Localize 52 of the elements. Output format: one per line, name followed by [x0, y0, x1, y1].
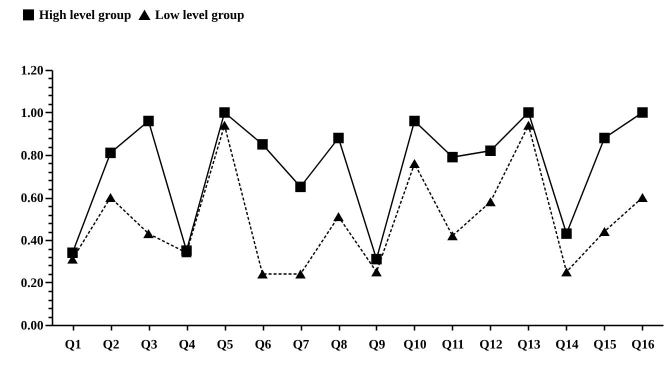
y-tick-label: 0.00	[20, 318, 44, 332]
point	[219, 120, 230, 130]
point	[143, 116, 154, 126]
x-tick-label: Q4	[178, 336, 196, 352]
point	[143, 229, 154, 238]
y-tick-label: 1.00	[20, 105, 44, 120]
point	[219, 107, 230, 118]
x-tick-label: Q15	[593, 336, 618, 352]
x-tick-label: Q14	[555, 336, 580, 352]
point	[295, 182, 306, 192]
x-tick-label: Q1	[64, 336, 82, 352]
point	[409, 158, 420, 168]
point	[333, 212, 344, 222]
point	[561, 267, 572, 276]
x-tick-label: Q12	[479, 336, 503, 352]
x-tick-label: Q9	[368, 336, 386, 352]
x-tick-label: Q16	[631, 336, 656, 352]
point	[409, 116, 420, 126]
point	[105, 192, 116, 202]
x-tick-label: Q13	[517, 336, 542, 352]
point	[333, 132, 344, 144]
x-tick-label: Q7	[292, 336, 310, 352]
point	[523, 107, 534, 118]
point	[447, 231, 458, 240]
y-tick-label: 0.20	[20, 275, 44, 290]
legend-label: Low level group	[155, 7, 244, 22]
x-tick-label: Q6	[254, 336, 272, 352]
y-tick-label: 0.80	[20, 148, 44, 162]
point	[485, 146, 496, 156]
x-tick-label: Q3	[140, 336, 158, 352]
point	[447, 152, 458, 162]
point	[485, 197, 496, 206]
x-tick-label: Q8	[330, 336, 348, 352]
x-tick-label: Q2	[102, 336, 120, 352]
point	[599, 226, 610, 236]
point	[257, 139, 268, 150]
point	[523, 120, 534, 130]
point	[295, 269, 306, 279]
y-tick-label: 0.40	[20, 232, 44, 248]
point	[105, 148, 116, 158]
point	[561, 228, 572, 239]
x-tick-label: Q11	[442, 336, 464, 352]
x-tick-label: Q10	[403, 336, 427, 352]
point	[599, 132, 610, 144]
x-tick-label: Q5	[216, 336, 234, 352]
y-tick-label: 1.20	[20, 62, 44, 78]
point	[637, 192, 648, 202]
point	[637, 107, 648, 118]
legend-label: High level group	[39, 6, 132, 22]
point	[257, 269, 268, 279]
y-tick-label: 0.60	[20, 190, 44, 205]
point	[371, 267, 382, 276]
